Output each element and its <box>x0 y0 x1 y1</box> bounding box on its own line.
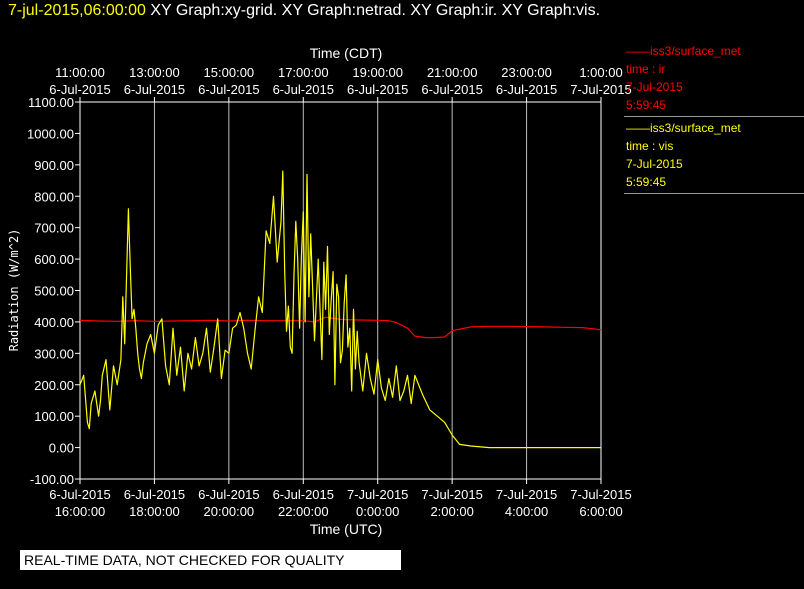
bottom-axis-title: Time (UTC) <box>310 521 383 537</box>
y-tick-label: 400.00 <box>34 315 74 330</box>
legend-source: ——iss3/surface_met <box>626 44 741 58</box>
top-tick-date: 6-Jul-2015 <box>347 82 408 97</box>
x-tick-time: 20:00:00 <box>204 504 255 519</box>
x-tick-time: 22:00:00 <box>278 504 329 519</box>
x-tick-time: 2:00:00 <box>430 504 473 519</box>
legend: ——iss3/surface_met time : ir 7-Jul-2015 … <box>624 40 804 194</box>
top-tick-date: 7-Jul-2015 <box>570 82 631 97</box>
x-tick-date: 6-Jul-2015 <box>273 487 334 502</box>
legend-item-vis: ——iss3/surface_met time : vis 7-Jul-2015… <box>624 117 804 194</box>
top-tick-date: 6-Jul-2015 <box>198 82 259 97</box>
x-tick-date: 7-Jul-2015 <box>347 487 408 502</box>
x-tick-time: 18:00:00 <box>129 504 180 519</box>
x-tick-date: 6-Jul-2015 <box>49 487 110 502</box>
graph-list: XY Graph:xy-grid. XY Graph:netrad. XY Gr… <box>150 2 601 19</box>
y-tick-label: 700.00 <box>34 221 74 236</box>
chart-header: 7-jul-2015,06:00:00 XY Graph:xy-grid. XY… <box>8 2 600 20</box>
top-tick-date: 6-Jul-2015 <box>496 82 557 97</box>
top-tick-date: 6-Jul-2015 <box>124 82 185 97</box>
top-tick-time: 13:00:00 <box>129 65 180 80</box>
y-tick-label: 200.00 <box>34 378 74 393</box>
y-tick-label: 1000.00 <box>27 126 74 141</box>
quality-warning: REAL-TIME DATA, NOT CHECKED FOR QUALITY <box>20 550 401 570</box>
legend-variable: time : ir <box>626 62 666 76</box>
x-tick-date: 7-Jul-2015 <box>570 487 631 502</box>
y-tick-label: 100.00 <box>34 409 74 424</box>
top-tick-time: 17:00:00 <box>278 65 329 80</box>
x-tick-date: 7-Jul-2015 <box>496 487 557 502</box>
top-tick-time: 11:00:00 <box>55 65 105 80</box>
top-axis-title: Time (CDT) <box>310 45 383 61</box>
y-tick-label: 600.00 <box>34 252 74 267</box>
y-tick-label: 0.00 <box>49 441 74 456</box>
y-tick-label: 1100.00 <box>28 95 74 110</box>
y-tick-label: 500.00 <box>34 284 74 299</box>
legend-source: ——iss3/surface_met <box>626 121 741 135</box>
y-tick-label: 300.00 <box>34 346 74 361</box>
top-tick-time: 23:00:00 <box>501 65 552 80</box>
x-tick-date: 6-Jul-2015 <box>198 487 259 502</box>
top-tick-date: 6-Jul-2015 <box>421 82 482 97</box>
timestamp: 7-jul-2015,06:00:00 <box>8 2 146 19</box>
y-tick-label: -100.00 <box>30 472 74 487</box>
series-line-vis <box>79 170 601 449</box>
x-tick-date: 7-Jul-2015 <box>421 487 482 502</box>
x-tick-time: 16:00:00 <box>55 504 106 519</box>
top-tick-time: 1:00:00 <box>579 65 622 80</box>
y-tick-label: 800.00 <box>34 189 74 204</box>
legend-time: 5:59:45 <box>626 98 667 112</box>
x-tick-time: 0:00:00 <box>356 504 399 519</box>
series-line-ir <box>79 316 602 339</box>
legend-variable: time : vis <box>626 139 674 153</box>
x-tick-time: 6:00:00 <box>579 504 622 519</box>
legend-time: 5:59:45 <box>626 175 667 189</box>
y-axis-title: Radiation (W/m^2) <box>7 229 21 352</box>
x-tick-time: 4:00:00 <box>505 504 548 519</box>
legend-item-ir: ——iss3/surface_met time : ir 7-Jul-2015 … <box>624 40 804 117</box>
top-tick-date: 6-Jul-2015 <box>273 82 334 97</box>
y-tick-label: 900.00 <box>34 158 74 173</box>
plot-frame <box>79 101 602 480</box>
top-tick-time: 21:00:00 <box>427 65 478 80</box>
legend-date: 7-Jul-2015 <box>626 80 683 94</box>
legend-date: 7-Jul-2015 <box>626 157 683 171</box>
top-tick-time: 15:00:00 <box>204 65 255 80</box>
x-tick-date: 6-Jul-2015 <box>124 487 185 502</box>
top-tick-time: 19:00:00 <box>352 65 403 80</box>
top-tick-date: 6-Jul-2015 <box>49 82 110 97</box>
